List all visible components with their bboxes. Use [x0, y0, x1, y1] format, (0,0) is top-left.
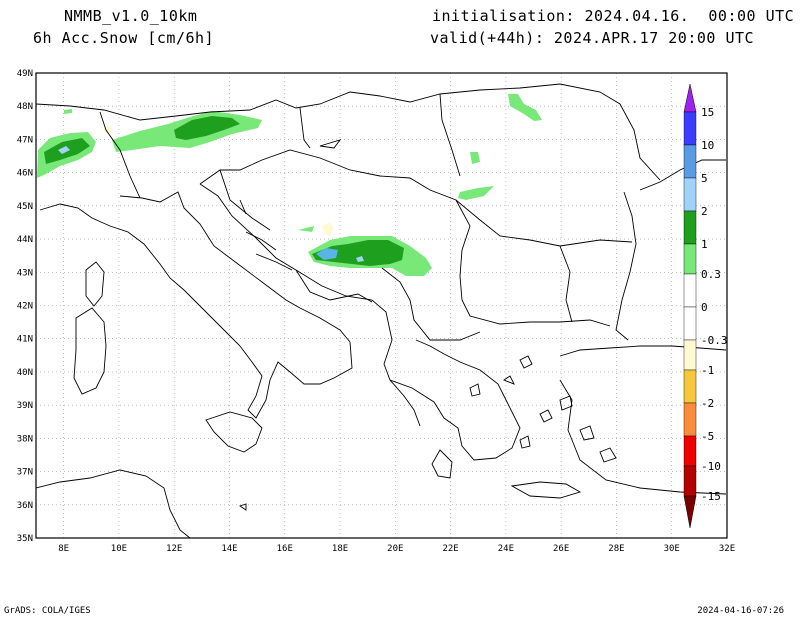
legend-level-label: 10: [701, 139, 714, 152]
colorbar-legend: 15 10 5 2 1 0.3 0 -0.3 -1 -2 -5 -10 -15: [683, 83, 728, 529]
legend-level-label: 0: [701, 301, 708, 314]
legend-swatch-neg10-neg5: [683, 435, 697, 467]
latitude-labels: 49N 48N 47N 46N 45N 44N 43N 42N 41N 40N 39N 38N 37N 3…: [17, 69, 33, 544]
lat-label: 45N: [17, 202, 33, 212]
lon-label: 20E: [387, 544, 403, 554]
legend-swatch-neg0.3-0: [683, 306, 697, 341]
legend-swatch-neg5-neg2: [683, 402, 697, 437]
lat-label: 37N: [17, 468, 33, 478]
map-grid: [36, 73, 727, 538]
legend-level-label: -10: [701, 460, 721, 473]
lon-label: 14E: [221, 544, 237, 554]
legend-level-label: 5: [701, 172, 708, 185]
snow-area-alps-max: [58, 146, 70, 154]
legend-level-label: 0.3: [701, 268, 721, 281]
legend-swatch-neg1-neg0.3: [683, 339, 697, 371]
valid-time: valid(+44h): 2024.APR.17 20:00 UTC: [430, 29, 755, 47]
snow-area-transylvania: [470, 152, 480, 164]
snow-area-alps-blob: [64, 109, 72, 114]
legend-swatch-neg2-neg1: [683, 369, 697, 404]
coastlines: [36, 83, 727, 538]
snow-area-balkans-yellow: [322, 222, 334, 236]
lat-label: 40N: [17, 368, 33, 378]
field-name: 6h Acc.Snow [cm/6h]: [33, 29, 215, 47]
snow-area-alps-small: [104, 126, 112, 133]
legend-level-label: -0.3: [701, 334, 728, 347]
snow-area-carpathians: [508, 94, 542, 121]
lat-label: 39N: [17, 401, 33, 411]
initialisation-time: initialisation: 2024.04.16. 00:00 UTC: [432, 7, 795, 25]
grads-credit: GrADS: COLA/IGES: [4, 606, 91, 616]
lon-label: 8E: [58, 544, 69, 554]
lon-label: 24E: [498, 544, 514, 554]
legend-top-arrow: [683, 83, 697, 113]
legend-bottom-arrow: [683, 495, 697, 529]
snow-area-alps-core2: [174, 116, 240, 140]
legend-swatch-1-2: [683, 210, 697, 245]
lon-label: 32E: [719, 544, 735, 554]
lon-label: 26E: [553, 544, 569, 554]
model-name: NMMB_v1.0_10km: [64, 7, 198, 25]
lat-label: 47N: [17, 135, 33, 145]
render-timestamp: 2024-04-16-07:26: [697, 606, 784, 616]
legend-swatch-neg15-neg10: [683, 465, 697, 497]
snow-area-balkans-west: [298, 226, 314, 232]
lon-label: 18E: [332, 544, 348, 554]
lat-label: 42N: [17, 302, 33, 312]
lon-label: 30E: [664, 544, 680, 554]
lat-label: 36N: [17, 501, 33, 511]
longitude-labels: 8E 10E 12E 14E 16E 18E 20E 22E 24E 26E 28E 30E 32E: [58, 544, 735, 554]
legend-level-label: -1: [701, 364, 714, 377]
lon-label: 22E: [442, 544, 458, 554]
snow-area-balkans-max2: [356, 256, 364, 262]
legend-level-label: 15: [701, 106, 714, 119]
legend-swatch-0-0.3: [683, 273, 697, 308]
legend-swatch-10-15: [683, 111, 697, 146]
lon-label: 12E: [166, 544, 182, 554]
lat-label: 41N: [17, 335, 33, 345]
legend-swatch-5-10: [683, 144, 697, 179]
snow-area-balkans-max: [316, 248, 338, 260]
legend-level-label: 2: [701, 205, 708, 218]
legend-level-label: 1: [701, 238, 708, 251]
lat-label: 48N: [17, 102, 33, 112]
lon-label: 16E: [277, 544, 293, 554]
lat-label: 38N: [17, 434, 33, 444]
lon-label: 28E: [608, 544, 624, 554]
lat-label: 46N: [17, 169, 33, 179]
lat-label: 49N: [17, 69, 33, 79]
lat-label: 43N: [17, 268, 33, 278]
lat-label: 44N: [17, 235, 33, 245]
legend-level-label: -15: [701, 490, 721, 503]
legend-level-label: -2: [701, 397, 714, 410]
snow-area-south-carpathians: [458, 186, 494, 200]
lon-label: 10E: [111, 544, 127, 554]
legend-swatch-2-5: [683, 177, 697, 212]
snow-field: [37, 94, 542, 276]
snow-area-balkans-core: [312, 240, 404, 266]
legend-swatch-0.3-1: [683, 243, 697, 275]
legend-level-label: -5: [701, 430, 714, 443]
lat-label: 35N: [17, 534, 33, 544]
map-frame: [35, 72, 728, 539]
